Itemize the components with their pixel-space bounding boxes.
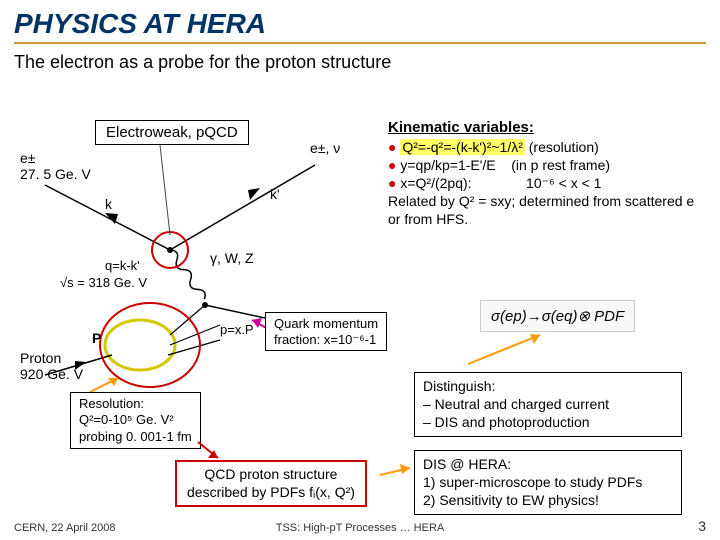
dis-l3: 2) Sensitivity to EW physics!	[423, 491, 673, 509]
pxP-label: p=x.P	[220, 322, 254, 337]
k-label: k	[105, 196, 112, 212]
kinematic-variables-box: Kinematic variables: ● Q²=-q²=-(k-k')²~1…	[388, 118, 703, 228]
dist-l3: ‒ DIS and photoproduction	[423, 413, 673, 431]
cross-section-formula: σ(ep)→σ(eq)⊗ PDF	[480, 300, 635, 332]
quark-l2: fraction: x=10⁻⁶-1	[274, 332, 378, 348]
e-pm: e±	[20, 150, 35, 166]
e-energy: 27. 5 Ge. V	[20, 166, 91, 182]
qcd-l1: QCD proton structure	[187, 466, 355, 484]
res-l3: probing 0. 001-1 fm	[79, 429, 192, 445]
qcd-structure-box: QCD proton structure described by PDFs f…	[175, 460, 367, 507]
proton-energy: 920 Ge. V	[20, 366, 83, 382]
distinguish-box: Distinguish: ‒ Neutral and charged curre…	[414, 372, 682, 437]
page-number: 3	[698, 518, 706, 534]
proton-label: Proton	[20, 350, 61, 366]
kprime-label: k'	[270, 186, 280, 202]
quark-fraction-box: Quark momentum fraction: x=10⁻⁶-1	[265, 312, 387, 351]
quark-l1: Quark momentum	[274, 316, 378, 332]
proton-beam-label: Proton 920 Ge. V	[20, 350, 83, 382]
kin-line2: ● y=qp/kp=1-E'/E (in p rest frame)	[388, 156, 703, 174]
kin-line4: Related by Q² = sxy; determined from sca…	[388, 192, 703, 228]
P-label: P	[92, 330, 101, 346]
boson-label: γ, W, Z	[210, 250, 254, 266]
outgoing-lepton-label: e±, ν	[310, 140, 340, 156]
resolution-box: Resolution: Q²=0-10⁵ Ge. V² probing 0. 0…	[70, 392, 201, 449]
sqrt-s-label: √s = 318 Ge. V	[60, 275, 147, 290]
dist-l1: Distinguish:	[423, 377, 673, 395]
kin-line1: ● Q²=-q²=-(k-k')²~1/λ² (resolution)	[388, 138, 703, 156]
dis-l2: 1) super-microscope to study PDFs	[423, 473, 673, 491]
dis-l1: DIS @ HERA:	[423, 455, 673, 473]
res-l1: Resolution:	[79, 396, 192, 412]
title-underline	[14, 42, 706, 44]
kin-line3: ● x=Q²/(2pq): 10⁻⁶ < x < 1	[388, 174, 703, 192]
footer-center: TSS: High-pT Processes … HERA	[0, 522, 720, 534]
page-title: PHYSICS AT HERA	[0, 0, 720, 42]
kin-header: Kinematic variables:	[388, 118, 703, 138]
electron-beam-label: e± 27. 5 Ge. V	[20, 150, 91, 182]
q-transfer-label: q=k-k'	[105, 258, 140, 273]
subtitle: The electron as a probe for the proton s…	[0, 50, 720, 77]
dist-l2: ‒ Neutral and charged current	[423, 395, 673, 413]
res-l2: Q²=0-10⁵ Ge. V²	[79, 412, 192, 428]
qcd-l2: described by PDFs fᵢ(x, Q²)	[187, 484, 355, 502]
dis-hera-box: DIS @ HERA: 1) super-microscope to study…	[414, 450, 682, 515]
